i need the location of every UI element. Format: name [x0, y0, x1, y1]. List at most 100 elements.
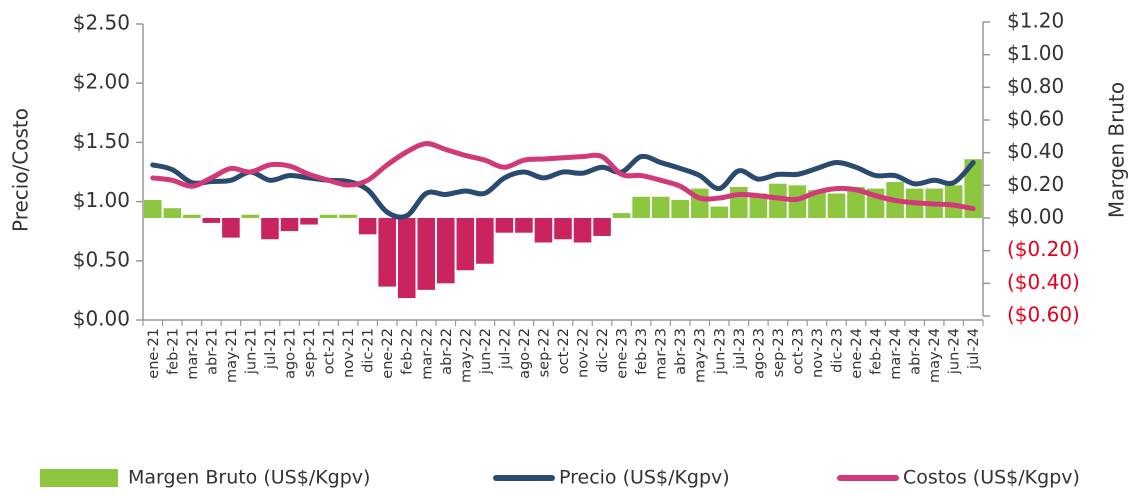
x-tick-label: jul-21 [263, 328, 279, 370]
y2-tick-label: ($0.40) [1007, 270, 1080, 294]
bar [749, 193, 768, 218]
x-tick-label: jun-21 [243, 328, 259, 375]
bar [515, 218, 533, 233]
x-tick-label: ago-22 [517, 328, 533, 379]
x-tick-label: feb-21 [165, 328, 181, 375]
bar [163, 208, 182, 218]
bar [437, 218, 455, 284]
x-tick-label: sep-22 [536, 328, 552, 377]
x-tick-label: oct-21 [322, 328, 338, 374]
y2-tick-label: $0.60 [1007, 107, 1064, 131]
y-tick-label: $2.50 [73, 11, 130, 35]
bar [944, 185, 963, 218]
x-tick-label: oct-22 [556, 328, 572, 374]
bar [671, 200, 689, 218]
x-tick-label: jun-23 [712, 328, 728, 375]
x-tick-label: dic-23 [829, 328, 845, 373]
x-tick-label: jul-24 [966, 328, 982, 370]
bar [417, 218, 436, 290]
bar [651, 196, 670, 218]
y-tick-label: $0.50 [73, 247, 130, 271]
line [150, 153, 976, 220]
bar [554, 218, 572, 240]
x-tick-label: jul-22 [497, 328, 513, 370]
x-tick-label: ago-21 [283, 328, 299, 379]
legend-swatch [40, 469, 118, 487]
bar [202, 218, 221, 223]
line [150, 141, 976, 212]
x-tick-label: mar-23 [654, 328, 670, 380]
bar [378, 218, 396, 287]
x-tick-label: feb-23 [634, 328, 650, 375]
bar [261, 218, 279, 240]
bar [612, 213, 631, 218]
y2-tick-label: $1.20 [1007, 9, 1064, 33]
x-tick-label: feb-24 [869, 328, 885, 375]
bar [710, 206, 729, 218]
bar [397, 218, 416, 299]
x-tick-label: sep-21 [302, 328, 318, 377]
y-tick-label: $2.00 [73, 70, 130, 94]
y-tick-label: $0.00 [73, 307, 130, 331]
x-tick-label: nov-23 [810, 328, 826, 378]
bar [593, 218, 611, 236]
bar [300, 218, 318, 225]
bar [573, 218, 592, 243]
bar [730, 186, 748, 218]
x-tick-label: oct-23 [790, 328, 806, 374]
x-tick-label: abr-21 [204, 328, 220, 375]
x-tick-label: feb-22 [400, 328, 416, 375]
x-tick-label: may-24 [927, 328, 943, 383]
x-tick-label: dic-21 [361, 328, 377, 373]
x-tick-label: jun-24 [947, 328, 963, 375]
x-tick-label: may-21 [224, 328, 240, 383]
y2-tick-label: $1.00 [1007, 41, 1064, 65]
bar [964, 159, 983, 218]
y-tick-label: $1.50 [73, 129, 130, 153]
x-tick-label: may-23 [693, 328, 709, 383]
y2-tick-label: $0.80 [1007, 74, 1064, 98]
legend-label: Precio (US$/Kgpv) [559, 467, 730, 489]
bar [534, 218, 553, 243]
bar [827, 193, 846, 218]
y2-tick-label: $0.00 [1007, 205, 1064, 229]
x-tick-label: mar-21 [185, 328, 201, 380]
y-axis-title: Precio/Costo [9, 108, 33, 232]
y2-tick-label: ($0.60) [1007, 303, 1080, 327]
x-tick-label: may-22 [458, 328, 474, 383]
bar [476, 218, 494, 264]
x-tick-label: abr-24 [908, 328, 924, 375]
x-tick-label: ene-23 [615, 328, 631, 379]
x-tick-label: ene-22 [380, 328, 396, 379]
x-tick-label: abr-23 [673, 328, 689, 375]
x-tick-label: ago-23 [751, 328, 767, 379]
y2-tick-label: ($0.20) [1007, 237, 1080, 261]
x-tick-label: dic-22 [595, 328, 611, 373]
bar [222, 218, 240, 238]
y2-tick-label: $0.40 [1007, 139, 1064, 163]
bar [847, 186, 865, 218]
bar [183, 214, 201, 218]
x-tick-label: sep-23 [771, 328, 787, 377]
x-tick-label: jun-22 [478, 328, 494, 375]
x-tick-label: abr-22 [439, 328, 455, 375]
x-tick-label: mar-22 [419, 328, 435, 380]
x-tick-label: mar-24 [888, 328, 904, 380]
y2-axis-title: Margen Bruto [1105, 82, 1129, 218]
x-tick-label: ene-21 [146, 328, 162, 379]
bar [358, 218, 377, 235]
bar [769, 183, 787, 218]
x-tick-label: ene-24 [849, 328, 865, 379]
bar [241, 214, 260, 218]
bar [280, 218, 299, 232]
bar [319, 214, 338, 218]
legend-label: Costos (US$/Kgpv) [903, 467, 1080, 489]
bar [339, 214, 357, 218]
y-tick-label: $1.00 [73, 188, 130, 212]
bar [808, 190, 826, 218]
bar [143, 200, 162, 218]
x-tick-label: nov-21 [341, 328, 357, 378]
y2-tick-label: $0.20 [1007, 172, 1064, 196]
bar [632, 196, 650, 218]
